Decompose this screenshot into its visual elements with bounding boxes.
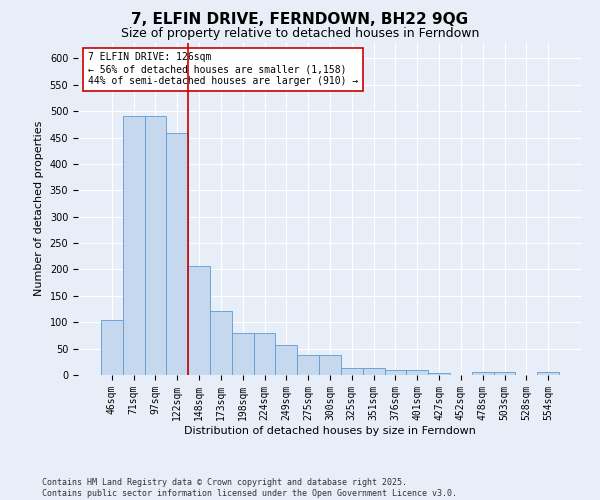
Bar — [188, 266, 210, 375]
Bar — [363, 368, 385, 375]
Bar — [406, 370, 428, 375]
Text: Contains HM Land Registry data © Crown copyright and database right 2025.
Contai: Contains HM Land Registry data © Crown c… — [42, 478, 457, 498]
Bar — [472, 372, 494, 375]
Bar — [232, 333, 254, 375]
Bar — [101, 320, 123, 375]
Text: Size of property relative to detached houses in Ferndown: Size of property relative to detached ho… — [121, 28, 479, 40]
Text: 7 ELFIN DRIVE: 126sqm
← 56% of detached houses are smaller (1,158)
44% of semi-d: 7 ELFIN DRIVE: 126sqm ← 56% of detached … — [88, 52, 358, 86]
Bar — [537, 372, 559, 375]
Y-axis label: Number of detached properties: Number of detached properties — [34, 121, 44, 296]
Bar — [254, 333, 275, 375]
Bar — [166, 134, 188, 375]
Bar — [319, 356, 341, 375]
Bar — [297, 356, 319, 375]
Bar — [385, 370, 406, 375]
Bar — [341, 368, 363, 375]
Bar — [210, 310, 232, 375]
Bar — [145, 116, 166, 375]
Bar — [428, 374, 450, 375]
X-axis label: Distribution of detached houses by size in Ferndown: Distribution of detached houses by size … — [184, 426, 476, 436]
Bar — [275, 345, 297, 375]
Bar — [123, 116, 145, 375]
Bar — [494, 372, 515, 375]
Text: 7, ELFIN DRIVE, FERNDOWN, BH22 9QG: 7, ELFIN DRIVE, FERNDOWN, BH22 9QG — [131, 12, 469, 28]
